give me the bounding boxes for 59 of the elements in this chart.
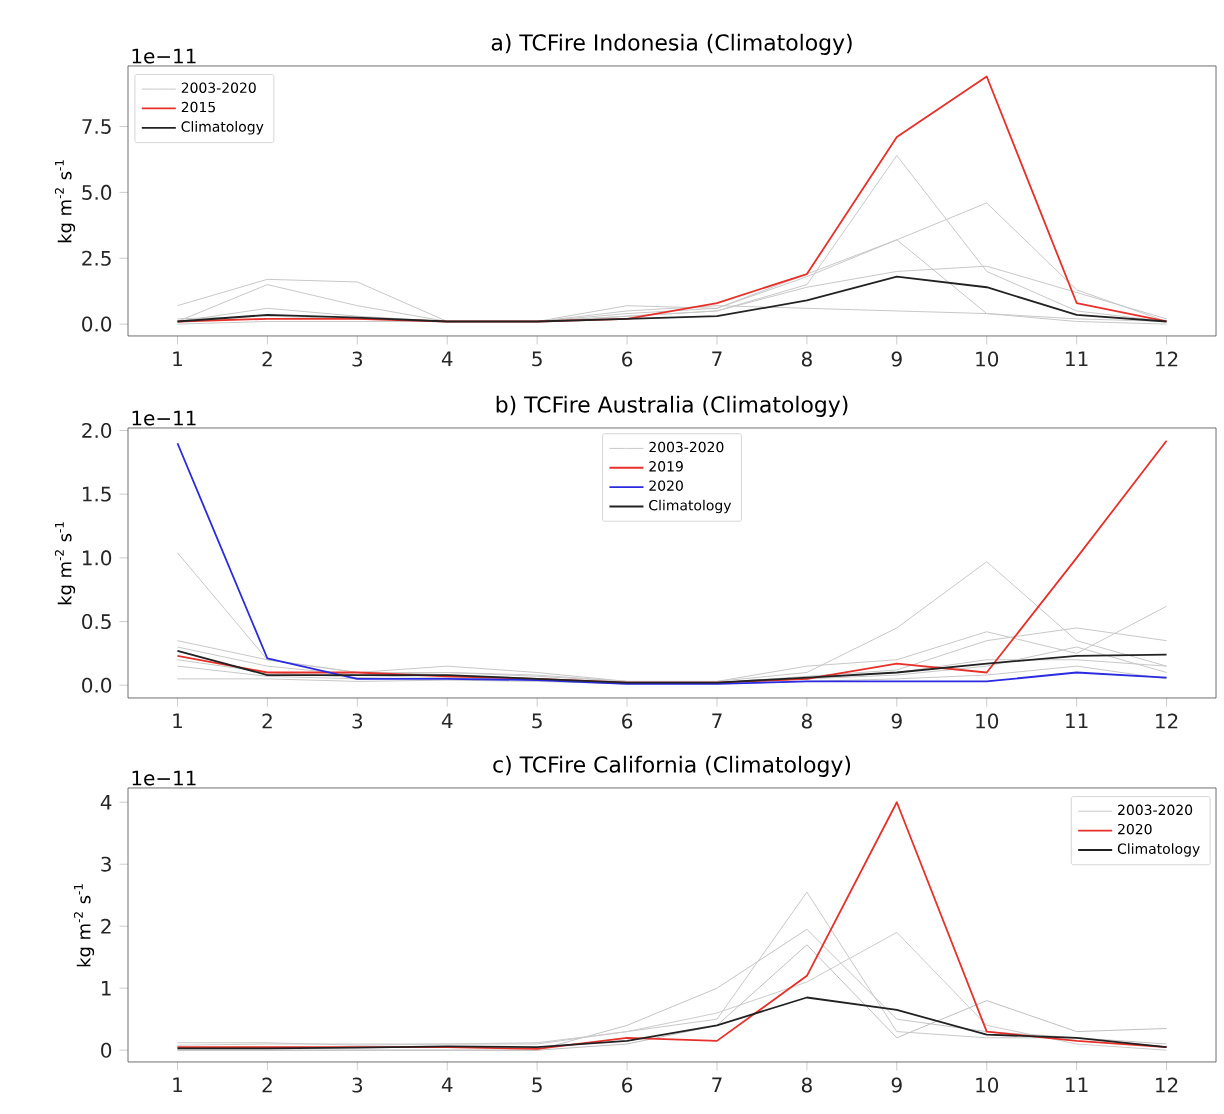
text: 1e−11 (132, 770, 196, 786)
x-tick-label: 9 (891, 351, 902, 367)
x-tick-label: 9 (891, 1077, 902, 1093)
chart-title: b) TCFire Australia (Climatology) (496, 395, 848, 417)
y-tick-label: 0 (101, 1042, 112, 1058)
x-tick-label: 5 (532, 351, 542, 367)
y-tick-label: 0.0 (82, 677, 112, 693)
chart-title: c) TCFire California (Climatology) (493, 755, 851, 777)
x-tick-label: 1 (173, 713, 182, 729)
y-tick-label: 7.5 (82, 119, 111, 134)
x-tick-label: 12 (1156, 1077, 1178, 1093)
y-tick-label: 2 (101, 918, 111, 934)
x-tick-label: 3 (352, 351, 363, 367)
x-tick-label: 11 (1066, 1077, 1088, 1093)
x-tick-label: 5 (532, 1077, 542, 1093)
x-tick-label: 10 (976, 713, 999, 729)
x-tick-label: 5 (532, 713, 542, 729)
x-tick-label: 1 (173, 351, 182, 367)
y-tick-label: 1 (101, 980, 111, 996)
x-tick-label: 8 (801, 713, 812, 729)
x-tick-label: 6 (622, 713, 633, 729)
x-tick-label: 10 (976, 351, 999, 367)
x-tick-label: 4 (441, 1077, 453, 1093)
x-tick-label: 2 (262, 1077, 272, 1093)
x-tick-label: 7 (712, 1077, 722, 1093)
x-tick-label: 11 (1066, 713, 1088, 729)
x-tick-label: 12 (1156, 351, 1178, 367)
x-tick-label: 8 (801, 351, 812, 367)
x-tick-label: 6 (622, 351, 633, 367)
y-tick-label: 4 (100, 794, 112, 810)
text: 1e−11 (132, 48, 196, 64)
y-tick-label: 2.0 (82, 422, 112, 439)
x-tick-label: 6 (622, 1077, 633, 1093)
y-axis-title: kg m$^{-2}$ s$^{-1}$ (73, 884, 95, 967)
x-tick-label: 2 (262, 713, 272, 729)
y-tick-label: 2.5 (82, 250, 111, 266)
y-axis-title: kg m$^{-2}$ s$^{-1}$ (54, 160, 76, 243)
y-tick-label: 0.5 (82, 613, 111, 630)
x-tick-label: 4 (441, 713, 453, 729)
x-tick-label: 12 (1156, 713, 1178, 729)
x-tick-label: 7 (712, 351, 722, 367)
y-tick-label: 5.0 (82, 184, 112, 200)
x-tick-label: 1 (173, 1077, 182, 1093)
x-tick-label: 8 (801, 1077, 812, 1093)
y-tick-label: 1.0 (82, 550, 112, 566)
text: 1e−11 (132, 410, 196, 426)
y-axis-title: kg m$^{-2}$ s$^{-1}$ (54, 522, 76, 605)
x-tick-label: 9 (891, 713, 902, 729)
x-tick-label: 3 (352, 713, 363, 729)
y-tick-label: 0.0 (82, 316, 112, 332)
y-tick-label: 1.5 (82, 486, 111, 502)
x-tick-label: 11 (1066, 351, 1088, 367)
x-tick-label: 2 (262, 351, 272, 367)
y-tick-label: 3 (101, 856, 111, 872)
chart-title: a) TCFire Indonesia (Climatology) (491, 33, 852, 55)
x-tick-label: 7 (712, 713, 722, 729)
x-tick-label: 4 (441, 351, 453, 367)
x-tick-label: 3 (352, 1077, 363, 1093)
x-tick-label: 10 (976, 1077, 999, 1093)
